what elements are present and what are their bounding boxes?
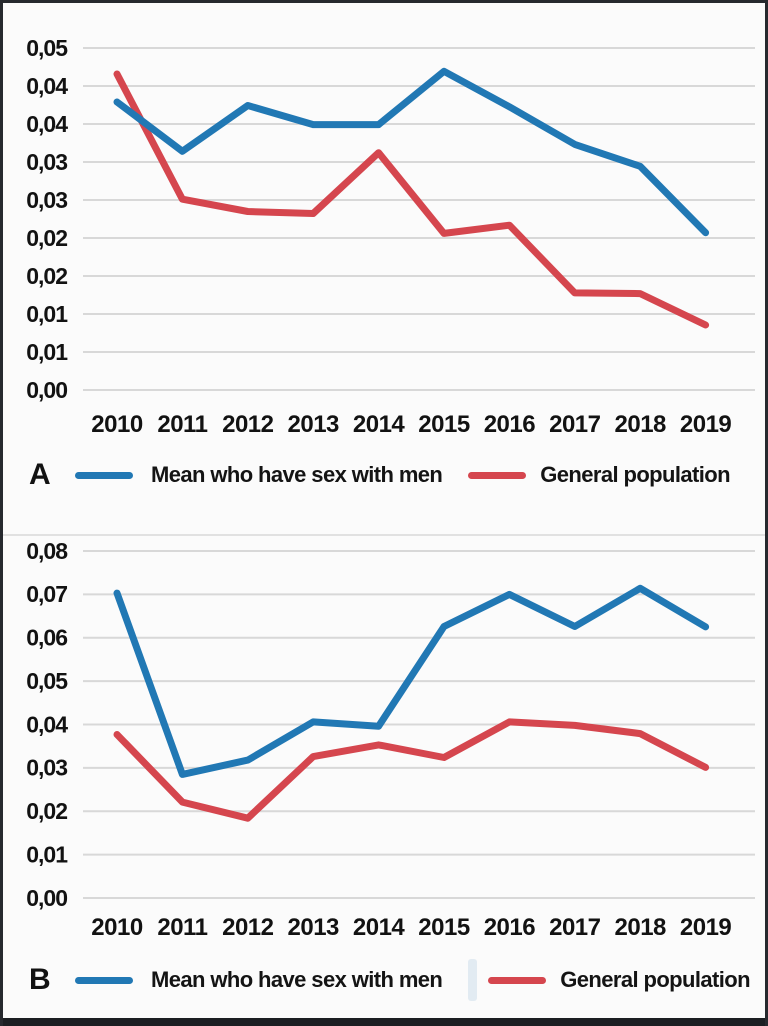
x-tick-label: 2016 [484,914,536,941]
y-tick-label: 0,04 [26,73,68,99]
x-tick-label: 2017 [549,914,601,941]
x-tick-label: 2013 [288,411,340,438]
legend-swatch-msm-b [75,976,133,984]
panel-a-label: A [29,458,51,491]
y-tick-label: 0,03 [26,187,67,213]
x-tick-label: 2016 [484,411,536,438]
charts-canvas: 0,05 0,04 0,04 0,03 0,03 0,02 0,02 0,01 0,01 0,00… [26,35,755,941]
legend-label-msm-b: Mean who have sex with men [151,967,443,992]
panel-a-y-tick-labels: 0,05 0,04 0,04 0,03 0,03 0,02 0,02 0,01 0,01 0,00 [26,35,69,403]
legend-swatch-msm-a [75,471,133,479]
panel-a-x-tick-labels: 2010 2011 2012 2013 2014 2015 2016 2017 2018 2019 [91,411,732,438]
x-tick-label: 2015 [418,914,470,941]
panel-a-gridlines [83,47,755,391]
x-tick-label: 2010 [91,914,143,941]
x-tick-label: 2014 [353,914,406,941]
series-line-msm-panel-b [113,584,710,778]
series-line-general-population-panel-b [113,718,710,822]
x-tick-label: 2017 [549,411,601,438]
panel-b-gridlines [83,550,755,899]
series-line-msm-panel-a [113,67,710,237]
x-tick-label: 2011 [157,411,207,438]
y-tick-label: 0,02 [26,798,67,824]
legend-panel-b: B Mean who have sex with men General pop… [29,959,751,1001]
panel-divider [3,534,765,536]
legend-swatch-genpop-b [488,976,547,984]
legend-label-msm-a: Mean who have sex with men [151,462,443,487]
figure-bottom-border [3,1018,765,1026]
y-tick-label: 0,03 [26,149,67,175]
x-tick-label: 2010 [91,411,143,438]
panel-b-label: B [29,963,51,996]
y-tick-label: 0,01 [26,301,68,327]
x-tick-label: 2019 [680,411,732,438]
y-tick-label: 0,00 [26,377,67,403]
legend-swatch-genpop-a [468,471,527,479]
y-tick-label: 0,05 [26,35,68,61]
x-tick-label: 2014 [353,411,406,438]
x-tick-label: 2012 [222,914,274,941]
y-tick-label: 0,06 [26,625,67,651]
legend-label-genpop-a: General population [540,462,730,487]
panel-b-x-tick-labels: 2010 2011 2012 2013 2014 2015 2016 2017 2018 2019 [91,914,732,941]
y-tick-label: 0,02 [26,263,67,289]
x-tick-label: 2018 [615,914,667,941]
series-line-general-population-panel-a [113,70,710,329]
x-tick-label: 2012 [222,411,274,438]
y-tick-label: 0,04 [26,111,68,137]
y-tick-label: 0,07 [26,581,67,607]
y-tick-label: 0,02 [26,225,67,251]
x-tick-label: 2011 [157,914,207,941]
x-tick-label: 2018 [615,411,667,438]
highlight-artifact-bar [468,959,478,1001]
y-tick-label: 0,08 [26,538,68,564]
legend-label-genpop-b: General population [560,967,750,992]
legend-panel-a: A Mean who have sex with men General pop… [29,455,731,495]
y-tick-label: 0,05 [26,668,68,694]
y-tick-label: 0,00 [26,885,67,911]
y-tick-label: 0,04 [26,711,68,737]
x-tick-label: 2015 [418,411,470,438]
x-tick-label: 2019 [680,914,732,941]
x-tick-label: 2013 [288,914,340,941]
panel-b-y-tick-labels: 0,08 0,07 0,06 0,05 0,04 0,03 0,02 0,01 0,00 [26,538,69,911]
y-tick-label: 0,03 [26,755,67,781]
y-tick-label: 0,01 [26,841,68,867]
y-tick-label: 0,01 [26,339,68,365]
